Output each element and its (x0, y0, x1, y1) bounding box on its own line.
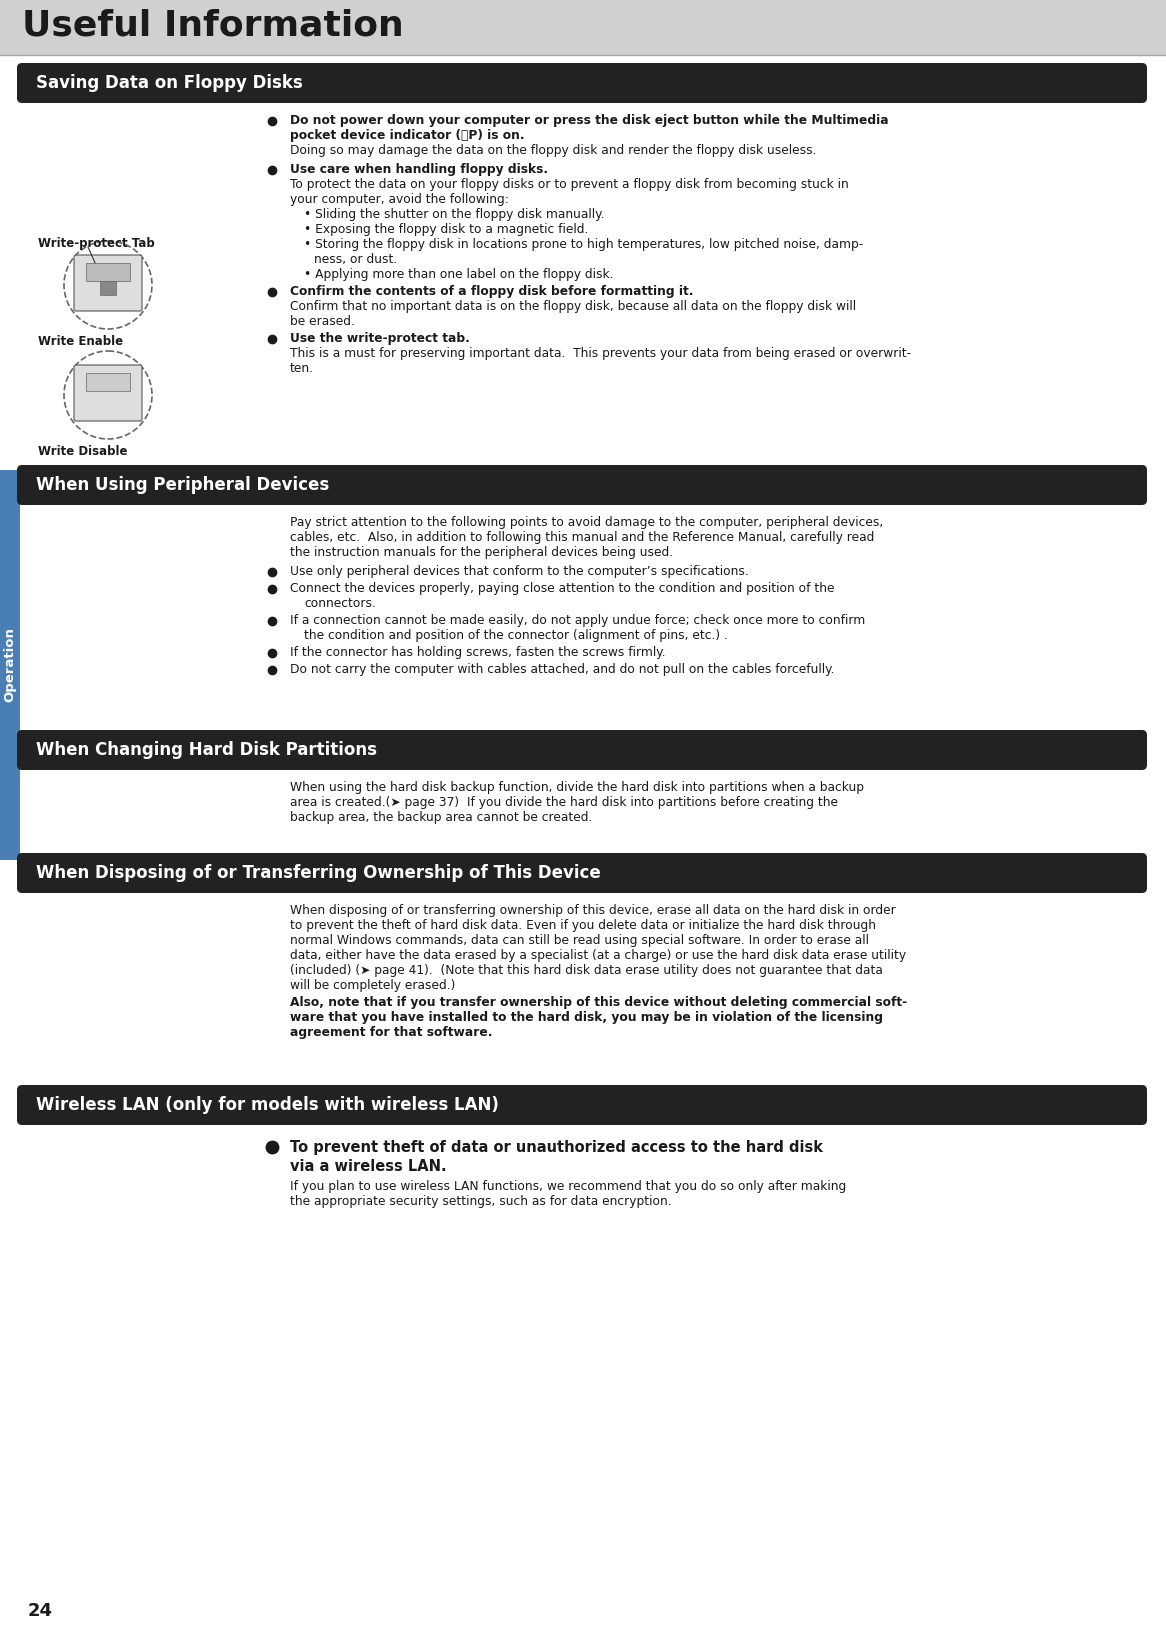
FancyBboxPatch shape (86, 372, 129, 390)
Text: to prevent the theft of hard disk data. Even if you delete data or initialize th: to prevent the theft of hard disk data. … (290, 919, 876, 932)
Text: Use care when handling floppy disks.: Use care when handling floppy disks. (290, 163, 548, 176)
Text: When Using Peripheral Devices: When Using Peripheral Devices (36, 476, 329, 494)
Text: If a connection cannot be made easily, do not apply undue force; check once more: If a connection cannot be made easily, d… (290, 615, 865, 628)
FancyBboxPatch shape (17, 1085, 1147, 1125)
Text: Confirm the contents of a floppy disk before formatting it.: Confirm the contents of a floppy disk be… (290, 285, 694, 298)
Text: normal Windows commands, data can still be read using special software. In order: normal Windows commands, data can still … (290, 933, 869, 946)
Text: When disposing of or transferring ownership of this device, erase all data on th: When disposing of or transferring owners… (290, 904, 895, 917)
Text: Do not power down your computer or press the disk eject button while the Multime: Do not power down your computer or press… (290, 114, 888, 127)
Text: Connect the devices properly, paying close attention to the condition and positi: Connect the devices properly, paying clo… (290, 582, 835, 595)
FancyBboxPatch shape (73, 255, 142, 311)
Text: will be completely erased.): will be completely erased.) (290, 979, 456, 992)
Text: Use only peripheral devices that conform to the computer’s specifications.: Use only peripheral devices that conform… (290, 564, 749, 577)
Text: ten.: ten. (290, 363, 314, 376)
Text: 24: 24 (28, 1602, 52, 1619)
Text: connectors.: connectors. (304, 597, 375, 610)
Text: the appropriate security settings, such as for data encryption.: the appropriate security settings, such … (290, 1195, 672, 1208)
Text: Pay strict attention to the following points to avoid damage to the computer, pe: Pay strict attention to the following po… (290, 515, 884, 528)
Text: When Changing Hard Disk Partitions: When Changing Hard Disk Partitions (36, 741, 377, 759)
Text: Write Enable: Write Enable (38, 335, 124, 348)
Text: backup area, the backup area cannot be created.: backup area, the backup area cannot be c… (290, 811, 592, 824)
Text: Confirm that no important data is on the floppy disk, because all data on the fl: Confirm that no important data is on the… (290, 301, 856, 312)
FancyBboxPatch shape (17, 730, 1147, 771)
Text: When using the hard disk backup function, divide the hard disk into partitions w: When using the hard disk backup function… (290, 780, 864, 793)
Text: Useful Information: Useful Information (22, 8, 403, 42)
FancyBboxPatch shape (17, 63, 1147, 102)
Text: area is created.(➤ page 37)  If you divide the hard disk into partitions before : area is created.(➤ page 37) If you divid… (290, 797, 838, 810)
Text: If the connector has holding screws, fasten the screws firmly.: If the connector has holding screws, fas… (290, 646, 666, 659)
Text: cables, etc.  Also, in addition to following this manual and the Reference Manua: cables, etc. Also, in addition to follow… (290, 532, 874, 545)
Bar (0, 470, 20, 860)
Text: ware that you have installed to the hard disk, you may be in violation of the li: ware that you have installed to the hard… (290, 1011, 883, 1024)
Text: Saving Data on Floppy Disks: Saving Data on Floppy Disks (36, 75, 303, 93)
Text: via a wireless LAN.: via a wireless LAN. (290, 1159, 447, 1174)
Text: If you plan to use wireless LAN functions, we recommend that you do so only afte: If you plan to use wireless LAN function… (290, 1180, 847, 1193)
Text: To protect the data on your floppy disks or to prevent a floppy disk from becomi: To protect the data on your floppy disks… (290, 177, 849, 190)
Text: Doing so may damage the data on the floppy disk and render the floppy disk usele: Doing so may damage the data on the flop… (290, 145, 816, 158)
Text: This is a must for preserving important data.  This prevents your data from bein: This is a must for preserving important … (290, 346, 911, 359)
Text: Do not carry the computer with cables attached, and do not pull on the cables fo: Do not carry the computer with cables at… (290, 663, 835, 676)
Text: Write Disable: Write Disable (38, 446, 127, 459)
Text: pocket device indicator (ⓂP) is on.: pocket device indicator (ⓂP) is on. (290, 128, 525, 141)
Text: • Storing the floppy disk in locations prone to high temperatures, low pitched n: • Storing the floppy disk in locations p… (304, 237, 863, 250)
Text: Wireless LAN (only for models with wireless LAN): Wireless LAN (only for models with wirel… (36, 1096, 499, 1114)
Text: your computer, avoid the following:: your computer, avoid the following: (290, 193, 508, 207)
Text: Write-protect Tab: Write-protect Tab (38, 237, 155, 250)
Text: data, either have the data erased by a specialist (at a charge) or use the hard : data, either have the data erased by a s… (290, 950, 906, 963)
Text: be erased.: be erased. (290, 315, 354, 328)
Text: • Sliding the shutter on the floppy disk manually.: • Sliding the shutter on the floppy disk… (304, 208, 604, 221)
Text: the instruction manuals for the peripheral devices being used.: the instruction manuals for the peripher… (290, 546, 673, 559)
Text: Operation: Operation (3, 628, 16, 702)
Text: Use the write-protect tab.: Use the write-protect tab. (290, 332, 470, 345)
Text: When Disposing of or Transferring Ownership of This Device: When Disposing of or Transferring Owners… (36, 863, 600, 881)
Text: Also, note that if you transfer ownership of this device without deleting commer: Also, note that if you transfer ownershi… (290, 997, 907, 1010)
FancyBboxPatch shape (73, 364, 142, 421)
Text: • Exposing the floppy disk to a magnetic field.: • Exposing the floppy disk to a magnetic… (304, 223, 589, 236)
Text: • Applying more than one label on the floppy disk.: • Applying more than one label on the fl… (304, 268, 613, 281)
FancyBboxPatch shape (100, 281, 115, 294)
FancyBboxPatch shape (17, 854, 1147, 893)
Text: To prevent theft of data or unauthorized access to the hard disk: To prevent theft of data or unauthorized… (290, 1140, 823, 1154)
FancyBboxPatch shape (86, 263, 129, 281)
FancyBboxPatch shape (17, 465, 1147, 506)
Text: (included) (➤ page 41).  (Note that this hard disk data erase utility does not g: (included) (➤ page 41). (Note that this … (290, 964, 883, 977)
Text: the condition and position of the connector (alignment of pins, etc.) .: the condition and position of the connec… (304, 629, 728, 642)
Bar (0, 0, 1166, 55)
Text: ness, or dust.: ness, or dust. (314, 254, 398, 267)
Text: agreement for that software.: agreement for that software. (290, 1026, 492, 1039)
